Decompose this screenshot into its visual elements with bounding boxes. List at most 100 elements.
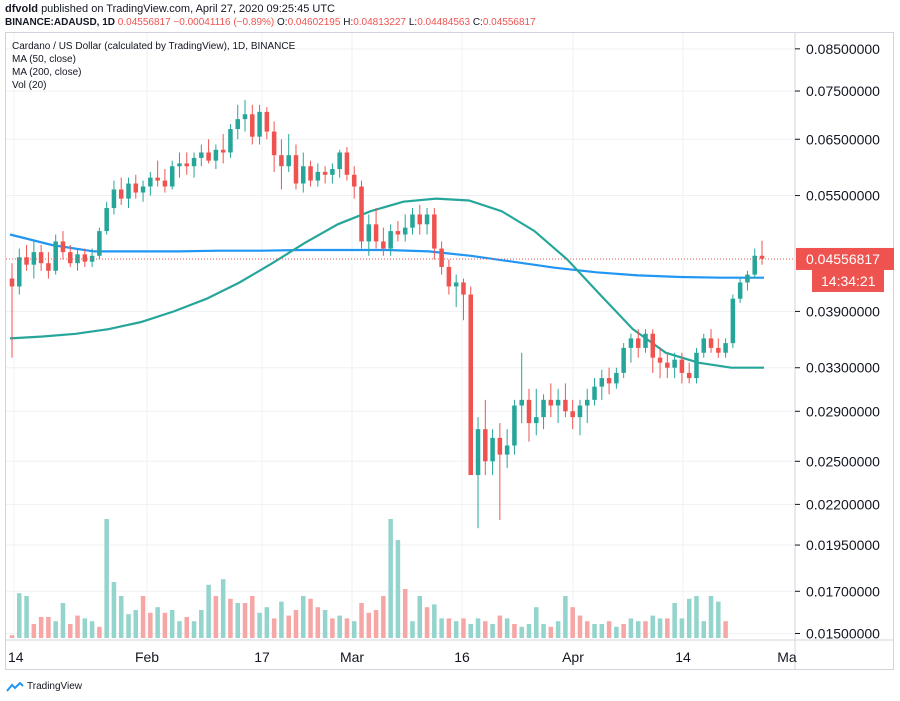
candle-body: [24, 257, 29, 265]
x-tick-label: 14: [8, 649, 24, 665]
ma200-line: [9, 233, 764, 279]
candle-body: [716, 347, 721, 353]
candle-body: [97, 231, 102, 256]
candle-body: [439, 248, 444, 267]
candle-body: [614, 372, 619, 384]
candle-body: [577, 405, 583, 418]
volume-bar: [402, 589, 408, 638]
volume-bar: [148, 612, 153, 638]
candle-body: [563, 399, 568, 412]
candle-body: [606, 378, 612, 384]
volume-bar: [126, 614, 131, 638]
volume-bar: [373, 610, 379, 638]
candle-body: [410, 214, 415, 228]
volume-bar: [140, 596, 146, 638]
candle-body: [148, 177, 153, 187]
y-tick-label: 0.03900000: [806, 303, 880, 319]
volume-bar: [366, 612, 372, 638]
candle-body: [67, 252, 73, 264]
candle-body: [737, 282, 743, 299]
candle-body: [745, 274, 750, 283]
volume-bar: [424, 607, 430, 638]
close-label: C:: [472, 17, 483, 28]
volume-bar: [665, 618, 670, 638]
candle-body: [308, 166, 313, 181]
chart-legend: Cardano / US Dollar (calculated by Tradi…: [12, 40, 295, 92]
candle-body: [104, 208, 109, 232]
tradingview-logo[interactable]: TradingView: [6, 681, 82, 692]
candle-body: [228, 129, 233, 153]
volume-bar: [461, 618, 466, 638]
candle-body: [650, 333, 656, 358]
candle-body: [548, 399, 554, 406]
y-tick-label: 0.02900000: [806, 403, 880, 419]
volume-bar: [53, 621, 58, 638]
candle-body: [490, 437, 495, 462]
ohlc-line: BINANCE:ADAUSD, 1D 0.04556817 −0.0004111…: [5, 17, 536, 28]
open-value: 0.04602195: [287, 17, 341, 28]
candle-body: [17, 257, 22, 287]
candle-body: [271, 131, 277, 156]
candle-body: [155, 177, 160, 181]
volume-bar: [286, 615, 291, 638]
price-change: −0.00041116 (−0.89%): [173, 17, 275, 28]
open-label: O:: [277, 17, 288, 28]
volume-bar: [694, 596, 699, 638]
candle-body: [446, 266, 452, 287]
legend-ma50[interactable]: MA (50, close): [12, 54, 76, 65]
volume-bar: [60, 603, 66, 638]
candle-body: [570, 411, 575, 418]
volume-bar: [111, 582, 117, 638]
candle-body: [468, 294, 473, 476]
close-value: 0.04556817: [482, 17, 536, 28]
candle-body: [504, 445, 510, 455]
candle-body: [220, 149, 226, 153]
candle-body: [723, 343, 728, 353]
legend-volume[interactable]: Vol (20): [12, 80, 47, 91]
x-tick-label: Apr: [562, 649, 584, 665]
volume-bar: [89, 621, 95, 638]
y-tick-label: 0.03300000: [806, 360, 880, 376]
volume-bar: [308, 598, 313, 638]
volume-bar: [169, 610, 175, 638]
volume-bar: [97, 626, 102, 638]
volume-bar: [388, 519, 393, 638]
candle-body: [126, 183, 131, 199]
candle-body: [512, 405, 517, 446]
volume-bar: [213, 596, 219, 638]
candle-body: [213, 149, 219, 161]
candle-body: [402, 227, 408, 235]
x-tick-label: Mar: [340, 649, 364, 665]
volume-bar: [519, 626, 524, 638]
candle-body: [359, 186, 364, 242]
volume-bar: [701, 621, 707, 638]
volume-bar: [359, 603, 364, 638]
legend-ma200[interactable]: MA (200, close): [12, 67, 82, 78]
volume-bar: [344, 618, 350, 638]
publisher-name[interactable]: dfvold: [5, 3, 38, 15]
candle-body: [475, 429, 481, 476]
candle-body: [643, 333, 648, 348]
candle-body: [344, 152, 350, 175]
volume-bar: [672, 603, 677, 638]
candle-body: [38, 252, 44, 264]
candle-body: [373, 224, 379, 242]
candle-body: [250, 114, 255, 137]
candle-body: [584, 399, 590, 406]
candle-body: [199, 152, 204, 158]
volume-bar: [177, 621, 182, 638]
volume-bar: [184, 617, 190, 638]
volume-bar: [526, 624, 532, 638]
volume-bar: [650, 615, 656, 638]
candle-body: [46, 263, 51, 271]
volume-bar: [534, 607, 539, 638]
candle-body: [759, 255, 765, 259]
publisher-line: dfvold published on TradingView.com, Apr…: [5, 3, 335, 15]
candle-body: [519, 399, 524, 406]
volume-bar: [279, 601, 284, 638]
volume-bar: [679, 618, 685, 638]
x-tick-label: Feb: [135, 649, 159, 665]
candle-body: [628, 338, 634, 348]
volume-bar: [563, 596, 568, 638]
